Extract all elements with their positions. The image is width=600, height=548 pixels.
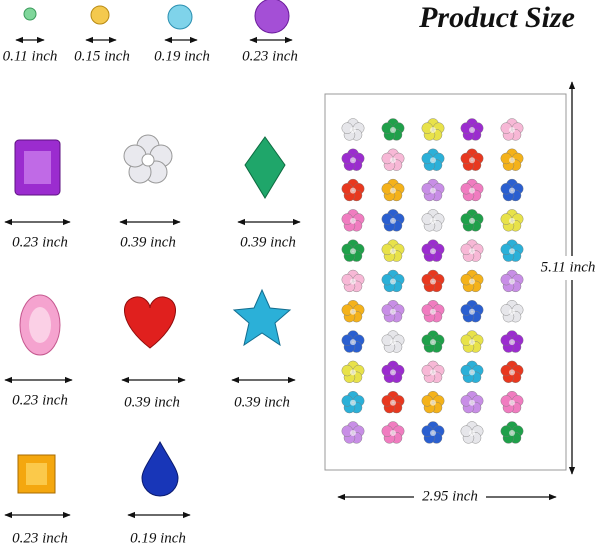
- title: Product Size: [418, 1, 575, 34]
- flower: [421, 178, 445, 202]
- flower: [381, 391, 405, 414]
- flower: [381, 118, 405, 141]
- gem-size: 0.39 inch: [120, 234, 176, 250]
- flower: [341, 209, 365, 232]
- flower: [381, 178, 405, 202]
- gem-size: 0.11 inch: [3, 48, 58, 64]
- flower: [341, 118, 365, 141]
- flower: [381, 148, 405, 171]
- flower: [341, 300, 365, 323]
- gem-size: 0.23 inch: [12, 234, 68, 250]
- flower: [500, 178, 524, 202]
- sheet-width: 2.95 inch: [422, 488, 478, 504]
- flower: [341, 148, 365, 171]
- gem-size: 0.19 inch: [130, 530, 186, 546]
- flower: [460, 118, 484, 141]
- flower: [500, 330, 524, 353]
- flower: [421, 421, 445, 444]
- flower: [421, 300, 445, 323]
- gem-labels: 0.11 inch 0.15 inch 0.19 inch 0.23 inch …: [3, 48, 298, 546]
- sheet-height: 5.11 inch: [541, 259, 596, 275]
- flower: [421, 148, 445, 171]
- flower: [460, 421, 484, 444]
- flower: [341, 178, 365, 202]
- flower: [421, 360, 445, 383]
- gem-size: 0.39 inch: [240, 234, 296, 250]
- flower: [460, 269, 484, 293]
- flower: [500, 421, 524, 444]
- flower: [341, 391, 365, 414]
- gem-shapes: [14, 0, 292, 497]
- flower: [460, 239, 484, 262]
- flower: [381, 421, 405, 444]
- flower: [500, 239, 524, 262]
- flower: [421, 239, 445, 262]
- size-arrows: [4, 36, 576, 519]
- flower: [460, 209, 484, 232]
- flower: [500, 209, 524, 232]
- flower: [460, 148, 484, 171]
- flower: [381, 209, 405, 232]
- flower-grid: [341, 118, 524, 444]
- flower: [341, 360, 365, 383]
- gem-size: 0.23 inch: [12, 530, 68, 546]
- flower: [381, 360, 405, 383]
- flower: [341, 269, 365, 293]
- label-backdrop: [538, 256, 600, 280]
- gem-size: 0.39 inch: [124, 394, 180, 410]
- flower: [421, 269, 445, 293]
- flower: [341, 421, 365, 444]
- flower: [500, 391, 524, 414]
- flower: [500, 118, 524, 141]
- flower: [381, 239, 405, 262]
- flower: [381, 269, 405, 293]
- flower: [460, 330, 484, 353]
- gem-size: 0.39 inch: [234, 394, 290, 410]
- flower: [421, 209, 445, 232]
- flower: [421, 391, 445, 414]
- flower: [500, 360, 524, 383]
- flower: [500, 300, 524, 323]
- flower: [500, 269, 524, 293]
- label-backdrop: [414, 487, 486, 507]
- sticker-sheet: [324, 93, 567, 471]
- gem-size: 0.23 inch: [242, 48, 298, 64]
- flower: [341, 239, 365, 262]
- flower: [460, 360, 484, 383]
- flower: [500, 148, 524, 171]
- flower: [421, 118, 445, 141]
- flower: [341, 330, 365, 353]
- flower: [460, 391, 484, 414]
- flower: [381, 330, 405, 353]
- flower: [460, 178, 484, 202]
- gem-size: 0.15 inch: [74, 48, 130, 64]
- flower: [460, 300, 484, 323]
- gem-size: 0.23 inch: [12, 392, 68, 408]
- flower: [421, 330, 445, 353]
- flower: [381, 300, 405, 323]
- gem-size: 0.19 inch: [154, 48, 210, 64]
